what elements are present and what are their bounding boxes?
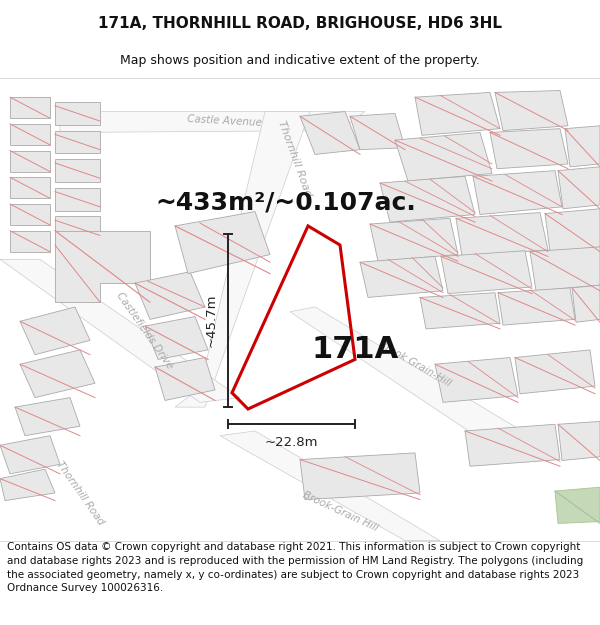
Polygon shape [572,285,600,322]
Text: Brook Grain-Hill: Brook Grain-Hill [377,339,453,389]
Polygon shape [555,488,600,524]
Polygon shape [456,213,548,256]
Polygon shape [55,231,150,302]
Text: ~22.8m: ~22.8m [265,436,318,449]
Polygon shape [300,453,420,499]
Polygon shape [530,247,600,291]
Text: 171A, THORNHILL ROAD, BRIGHOUSE, HD6 3HL: 171A, THORNHILL ROAD, BRIGHOUSE, HD6 3HL [98,16,502,31]
Text: Castlefields Drive: Castlefields Drive [115,291,175,371]
Polygon shape [175,212,270,274]
Text: Brook-Grain Hill: Brook-Grain Hill [301,490,379,534]
Polygon shape [155,357,215,401]
Polygon shape [55,131,100,154]
Polygon shape [370,218,458,261]
Polygon shape [55,159,100,182]
Polygon shape [395,132,492,181]
Text: ~433m²/~0.107ac.: ~433m²/~0.107ac. [155,190,416,214]
Polygon shape [135,272,205,319]
Polygon shape [0,469,55,501]
Polygon shape [175,111,310,407]
Text: Thornhill Road: Thornhill Road [277,119,313,199]
Polygon shape [420,292,500,329]
Polygon shape [290,307,530,445]
Polygon shape [10,204,50,225]
Polygon shape [415,92,500,136]
Polygon shape [558,167,600,209]
Polygon shape [515,350,595,394]
Text: Castle Avenue: Castle Avenue [187,114,263,128]
Polygon shape [300,111,360,154]
Polygon shape [20,307,90,354]
Polygon shape [10,177,50,198]
Text: 171A: 171A [311,336,398,364]
Polygon shape [465,424,560,466]
Polygon shape [490,129,568,169]
Polygon shape [441,251,532,294]
Polygon shape [565,126,600,167]
Polygon shape [15,398,80,436]
Text: Map shows position and indicative extent of the property.: Map shows position and indicative extent… [120,54,480,68]
Polygon shape [10,98,50,118]
Polygon shape [545,209,600,252]
Polygon shape [55,102,100,125]
Polygon shape [55,216,100,239]
Text: Thornhill Road: Thornhill Road [54,459,106,527]
Polygon shape [10,124,50,145]
Polygon shape [60,111,365,132]
Polygon shape [558,421,600,461]
Text: Contains OS data © Crown copyright and database right 2021. This information is : Contains OS data © Crown copyright and d… [7,542,583,593]
Polygon shape [10,151,50,172]
Polygon shape [435,357,518,402]
Polygon shape [498,288,575,325]
Polygon shape [10,231,50,252]
Polygon shape [220,431,440,541]
Polygon shape [350,113,405,149]
Polygon shape [55,188,100,211]
Polygon shape [0,436,60,474]
Polygon shape [20,350,95,398]
Polygon shape [360,256,443,298]
Polygon shape [495,91,568,131]
Polygon shape [380,176,475,222]
Text: ~45.7m: ~45.7m [205,294,218,347]
Polygon shape [145,316,208,359]
Polygon shape [0,259,240,402]
Polygon shape [473,171,562,214]
